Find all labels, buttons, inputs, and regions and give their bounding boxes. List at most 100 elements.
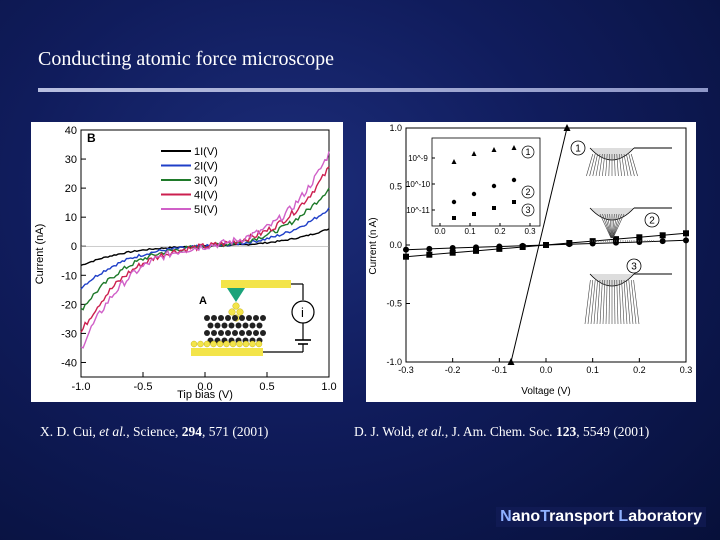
molecule-chain bbox=[614, 279, 616, 325]
molecule-dot bbox=[214, 322, 221, 329]
molecule-chain bbox=[592, 153, 598, 177]
citation-right-authors: D. J. Wold, bbox=[354, 424, 418, 439]
y-tick-label-left: 30 bbox=[65, 154, 77, 166]
molecule-chain bbox=[604, 213, 612, 239]
data-point-square bbox=[543, 242, 549, 248]
y-tick-label-left: -30 bbox=[61, 328, 77, 340]
data-point-square bbox=[403, 253, 409, 260]
molecule-dot bbox=[204, 315, 210, 321]
citation-left-etal: et al. bbox=[99, 424, 127, 439]
y-axis-label-right: Current (n A) bbox=[368, 217, 379, 274]
molecule-chain bbox=[623, 279, 628, 325]
iv-curve-4IV bbox=[80, 166, 330, 333]
y-tick-label-left: -40 bbox=[61, 357, 77, 369]
inset-log-plot: 0.0 0.1 0.2 0.3 10^-9 10^-10 10^-11 1 2 3 bbox=[406, 137, 541, 236]
molecule-dot bbox=[225, 315, 231, 321]
curve-marker-label: 2 bbox=[649, 216, 655, 227]
inset-point-triangle bbox=[471, 151, 477, 156]
y-tick-label-left: 10 bbox=[65, 212, 77, 224]
lab-name-ano: ano bbox=[511, 508, 541, 525]
gold-nanoparticle bbox=[236, 308, 244, 316]
curve-marker-circle bbox=[626, 258, 642, 274]
data-point-square bbox=[519, 243, 526, 250]
substrate-atom bbox=[190, 340, 198, 348]
ammeter-symbol: i bbox=[301, 305, 304, 320]
inset-x-tick-label: 0.3 bbox=[524, 227, 536, 236]
molecule-chain bbox=[605, 153, 608, 177]
molecule-chain bbox=[630, 279, 637, 325]
molecule-chain bbox=[609, 213, 613, 239]
x-tick-label-right: 0.1 bbox=[586, 365, 599, 375]
iv-curve-1IV bbox=[80, 228, 330, 267]
inset-marker-label: 2 bbox=[525, 187, 530, 197]
figure-left: 40 30 20 10 0 -10 -20 -30 -40 -1.0 -0.5 0.0 0.5 1.0 … bbox=[31, 122, 343, 402]
curve-marker-label: 3 bbox=[631, 262, 637, 273]
molecule-dot bbox=[225, 330, 231, 336]
legend-label: 2I(V) bbox=[194, 161, 218, 173]
molecule-dot bbox=[232, 315, 238, 321]
x-tick-label-right: -0.2 bbox=[445, 365, 461, 375]
molecule-dot bbox=[207, 322, 214, 329]
inset-point-triangle bbox=[491, 147, 497, 152]
inset-point-square bbox=[472, 212, 476, 216]
molecule-chain bbox=[626, 153, 632, 177]
lab-name-ransport: ransport bbox=[549, 508, 619, 525]
citation-right-etal: et al. bbox=[417, 424, 445, 439]
molecule-chain bbox=[614, 153, 616, 177]
molecule-chain bbox=[623, 153, 629, 177]
molecule-chain bbox=[584, 279, 591, 325]
molecule-chain bbox=[595, 153, 601, 177]
data-point-triangle bbox=[507, 358, 515, 365]
inset-y-tick-label: 10^-11 bbox=[406, 206, 430, 215]
legend-label: 3I(V) bbox=[194, 175, 218, 187]
title-divider bbox=[38, 88, 708, 92]
data-point-square bbox=[426, 251, 433, 258]
inset-point-circle bbox=[451, 199, 457, 205]
legend-label: 4I(V) bbox=[194, 190, 218, 202]
lab-name-aboratory: aboratory bbox=[628, 508, 702, 525]
data-point-square bbox=[496, 245, 503, 252]
y-tick-label-right: 0.5 bbox=[389, 182, 402, 192]
lab-name: NanoTransport Laboratory bbox=[496, 507, 706, 527]
substrate-atom bbox=[236, 340, 243, 348]
inset-y-tick-label: 10^-9 bbox=[408, 154, 428, 163]
molecule-chain bbox=[602, 153, 606, 177]
x-tick-label-right: 0.2 bbox=[633, 365, 646, 375]
inset-point-square bbox=[452, 216, 456, 220]
molecule-chain bbox=[633, 279, 640, 325]
x-tick-label-right: 0.3 bbox=[680, 365, 693, 375]
molecule-dot bbox=[218, 330, 224, 336]
molecule-chain bbox=[602, 213, 612, 239]
y-tick-label-left: 40 bbox=[65, 125, 77, 137]
molecule-dot bbox=[253, 330, 259, 336]
legend-label: 5I(V) bbox=[194, 204, 218, 216]
schematic-inset: A i bbox=[190, 280, 315, 356]
x-axis-label-right: Voltage (V) bbox=[521, 386, 570, 397]
y-tick-label-left: -10 bbox=[61, 270, 77, 282]
citation-left: X. D. Cui, et al., Science, 294, 571 (20… bbox=[40, 424, 268, 440]
molecule-chain bbox=[628, 279, 634, 325]
inset-point-triangle bbox=[511, 145, 517, 150]
inset-point-triangle bbox=[451, 159, 457, 164]
lab-name-t: T bbox=[540, 508, 550, 525]
y-tick-label-right: -1.0 bbox=[386, 357, 402, 367]
inset-x-tick-label: 0.0 bbox=[434, 227, 446, 236]
molecule-chain bbox=[616, 279, 619, 325]
data-point-circle bbox=[659, 238, 666, 245]
molecule-chain bbox=[593, 279, 598, 325]
figure-right: 1.0 0.5 0.0 -0.5 -1.0 -0.3 -0.2 -0.1 0.0 0.1 0.2 0… bbox=[366, 122, 696, 402]
gold-nanoparticle bbox=[228, 308, 236, 316]
molecule-dot bbox=[246, 330, 252, 336]
molecule-dot bbox=[253, 315, 259, 321]
citation-right-volume: 123 bbox=[555, 424, 577, 439]
substrate-atom bbox=[229, 340, 237, 348]
afm-tip bbox=[227, 288, 245, 302]
molecule-dot bbox=[211, 315, 217, 321]
slide-title: Conducting atomic force microscope bbox=[38, 48, 335, 70]
x-tick-label-left: 0.5 bbox=[259, 381, 274, 393]
data-point-square bbox=[473, 247, 479, 254]
inset-marker-circle bbox=[521, 203, 535, 217]
tip-schematics bbox=[584, 147, 672, 325]
molecule-chain bbox=[626, 279, 631, 325]
